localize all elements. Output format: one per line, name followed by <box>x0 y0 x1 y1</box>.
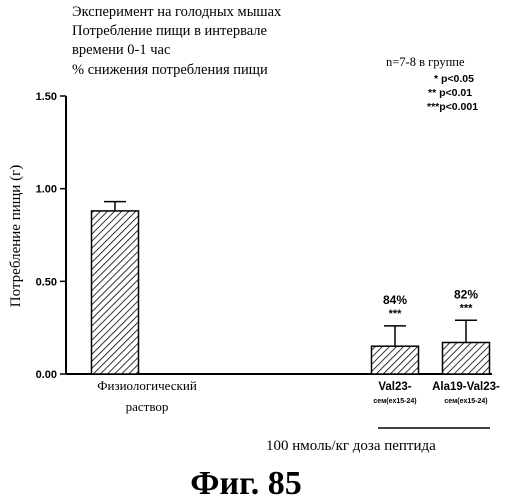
bars: 84%***82%*** <box>92 202 490 374</box>
significance-stars: *** <box>460 302 474 314</box>
significance-stars: *** <box>389 308 403 320</box>
bar <box>443 342 490 374</box>
category-sublabel: раствор <box>126 399 169 414</box>
percent-label: 84% <box>383 293 407 307</box>
category-label: Физиологический <box>97 378 197 393</box>
significance-line-1: * p<0.05 <box>434 73 474 85</box>
significance-legend: * p<0.05 ** p<0.01 ***p<0.001 <box>427 73 478 113</box>
x-labels: Физиологический раствор Val23- cем(ex15-24)… <box>97 378 500 414</box>
header-line-2: Потребление пищи в интервале <box>72 23 267 39</box>
y-tick-label: 1.00 <box>36 184 57 196</box>
y-axis-label: Потребление пищи (г) <box>8 165 24 307</box>
y-tick-label: 0.50 <box>36 276 57 288</box>
dose-caption: 100 нмоль/кг доза пептида <box>266 438 436 454</box>
y-tick-label: 0.00 <box>36 369 57 381</box>
header-line-4: % снижения потребления пищи <box>72 62 268 78</box>
significance-line-3: ***p<0.001 <box>427 101 478 113</box>
significance-line-2: ** p<0.01 <box>428 87 472 99</box>
header-block: Эксперимент на голодных мышах Потреблени… <box>72 4 282 78</box>
category-sublabel: cем(ex15-24) <box>373 398 416 405</box>
category-sublabel: cем(ex15-24) <box>444 398 487 405</box>
percent-label: 82% <box>454 287 478 301</box>
group-size-note: n=7-8 в группе <box>386 55 465 69</box>
y-ticks: 0.00 0.50 1.00 1.50 <box>36 91 66 381</box>
category-label: Val23- <box>378 381 411 393</box>
header-line-1: Эксперимент на голодных мышах <box>72 4 282 20</box>
category-label: Ala19-Val23- <box>432 381 500 393</box>
y-tick-label: 1.50 <box>36 91 57 103</box>
bar <box>92 211 139 374</box>
header-line-3: времени 0-1 час <box>72 42 170 58</box>
bar <box>372 346 419 374</box>
figure-label: Фиг. 85 <box>190 465 301 500</box>
